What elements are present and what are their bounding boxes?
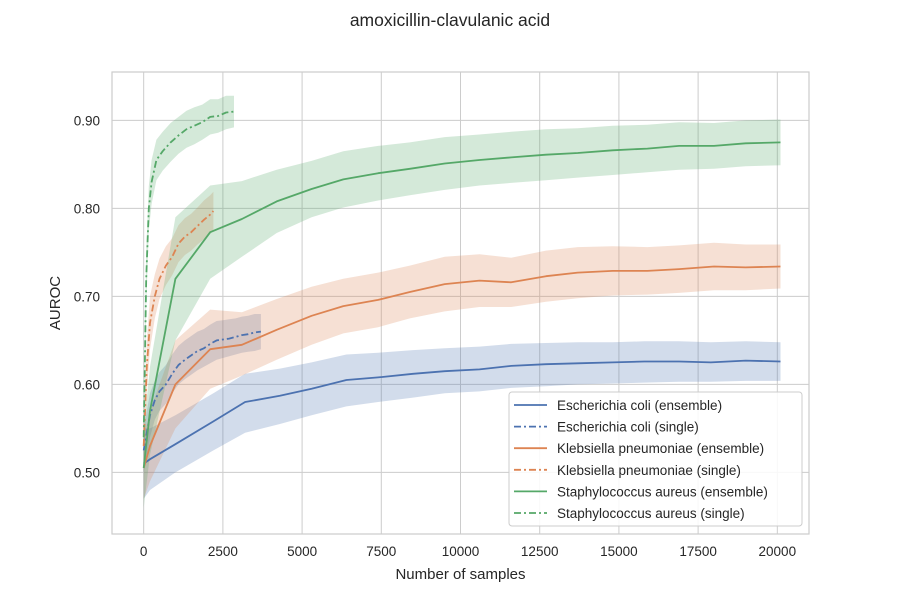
x-axis-ticks: 0 2500 5000 7500 10000 12500 15000 17500 20000 [140,544,796,559]
y-tick-label: 0.50 [74,465,100,480]
x-axis-label: Number of samples [395,566,525,583]
confidence-bands [143,95,781,508]
y-tick-label: 0.80 [74,201,100,216]
legend-label: Escherichia coli (single) [557,420,699,435]
x-tick-label: 10000 [442,544,480,559]
x-tick-label: 15000 [600,544,638,559]
staphylococcus-aureus-ensemble-band [143,119,781,508]
series-lines [142,110,781,469]
x-tick-label: 17500 [679,544,717,559]
legend-label: Staphylococcus aureus (single) [557,506,745,521]
x-tick-label: 0 [140,544,148,559]
legend-label: Staphylococcus aureus (ensemble) [557,484,768,499]
escherichia-coli-ensemble-line [143,359,781,465]
klebsiella-pneumoniae-single-line [142,210,215,447]
klebsiella-pneumoniae-single-band [143,191,214,473]
y-axis-ticks: 0.50 0.60 0.70 0.80 0.90 [74,113,100,480]
legend-box [508,391,803,527]
y-tick-label: 0.60 [74,377,100,392]
x-tick-label: 20000 [759,544,797,559]
klebsiella-pneumoniae-ensemble-line [142,265,781,469]
legend: Escherichia coli (ensemble) Escherichia c… [508,391,803,527]
klebsiella-pneumoniae-ensemble-band [143,242,781,499]
legend-label: Klebsiella pneumoniae (ensemble) [557,441,764,456]
plot-frame [111,71,810,535]
escherichia-coli-ensemble-band [143,341,781,499]
y-tick-label: 0.70 [74,289,100,304]
staphylococcus-aureus-single-line [142,110,235,438]
x-tick-label: 5000 [287,544,317,559]
x-tick-label: 7500 [366,544,396,559]
y-tick-label: 0.90 [74,113,100,128]
escherichia-coli-single-band [143,314,261,473]
staphylococcus-aureus-ensemble-line [142,141,781,469]
legend-label: Escherichia coli (ensemble) [557,398,722,413]
chart-title: amoxicillin-clavulanic acid [350,10,550,30]
y-axis-label: AUROC [47,276,64,330]
x-tick-label: 12500 [521,544,559,559]
x-tick-label: 2500 [208,544,238,559]
legend-label: Klebsiella pneumoniae (single) [557,463,741,478]
